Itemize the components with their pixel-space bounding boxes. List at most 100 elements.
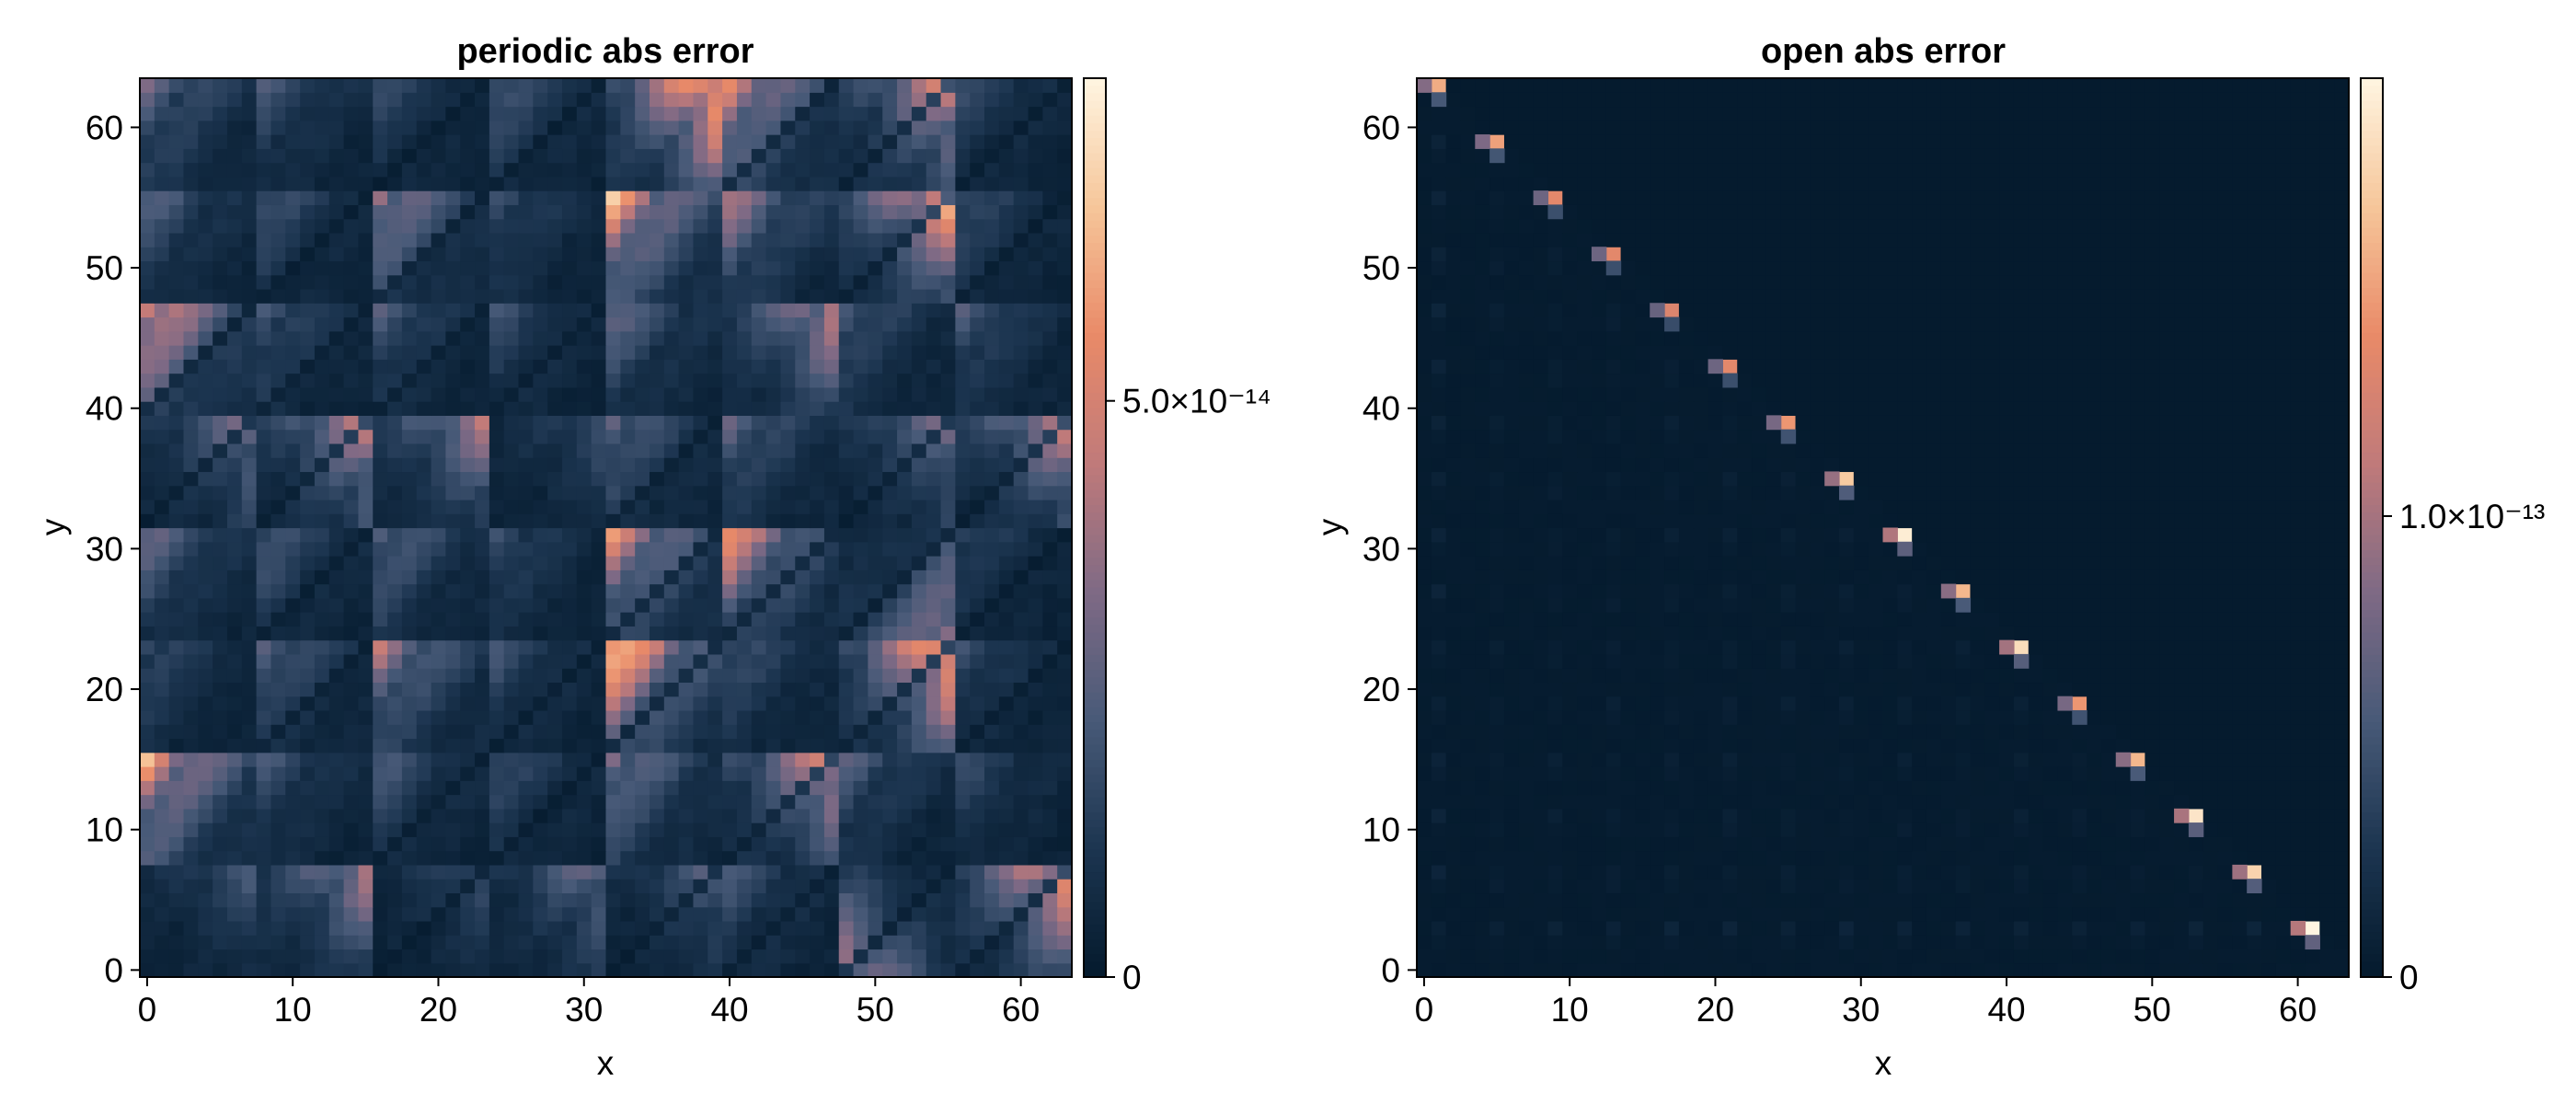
heatmap-cell (882, 541, 898, 557)
heatmap-cell (168, 822, 185, 837)
heatmap-cell (168, 864, 185, 880)
heatmap-cell (241, 359, 258, 374)
heatmap-cell (328, 639, 345, 655)
heatmap-cell (911, 106, 927, 121)
heatmap-cell (591, 499, 607, 514)
heatmap-cell (168, 752, 185, 767)
heatmap-cell (853, 583, 869, 599)
heatmap-cell (154, 247, 170, 262)
heatmap-cell (300, 443, 316, 458)
heatmap-cell (2232, 906, 2248, 922)
heatmap-cell (795, 401, 811, 416)
heatmap-cell (605, 597, 621, 613)
heatmap-cell (445, 766, 461, 781)
heatmap-cell (256, 457, 272, 473)
heatmap-cell (445, 260, 461, 276)
heatmap-cell (1868, 864, 1884, 880)
heatmap-cell (940, 513, 956, 529)
heatmap-cell (780, 443, 796, 458)
heatmap-cell (1853, 962, 1869, 978)
heatmap-cell (445, 583, 461, 599)
heatmap-cell (955, 92, 971, 108)
heatmap-cell (547, 471, 563, 487)
heatmap-cell (810, 527, 825, 543)
heatmap-cell (663, 639, 680, 655)
heatmap-cell (970, 949, 985, 964)
heatmap-cell (649, 471, 665, 487)
heatmap-cell (823, 303, 840, 318)
heatmap-cell (285, 864, 301, 880)
heatmap-cell (343, 668, 360, 684)
heatmap-cell (270, 218, 286, 234)
heatmap-cell (2232, 892, 2248, 908)
heatmap-cell (998, 499, 1015, 514)
heatmap-cell (810, 724, 825, 740)
heatmap-cell (838, 274, 855, 290)
heatmap-cell (780, 106, 796, 121)
heatmap-cell (387, 724, 403, 740)
heatmap-cell (1028, 780, 1043, 796)
heatmap-cell (503, 836, 520, 852)
heatmap-cell (1708, 949, 1723, 964)
heatmap-cell (2261, 935, 2277, 950)
heatmap-cell (591, 639, 607, 655)
heatmap-cell (445, 120, 461, 135)
heatmap-cell (635, 92, 650, 108)
heatmap-cell (562, 485, 578, 500)
heatmap-cell (911, 892, 927, 908)
heatmap-cell (401, 906, 418, 922)
heatmap-cell (168, 612, 185, 627)
heatmap-cell (1868, 920, 1884, 936)
heatmap-cell (649, 176, 665, 191)
heatmap-cell (765, 612, 782, 627)
heatmap-cell (678, 696, 695, 711)
heatmap-cell (2100, 879, 2117, 894)
heatmap-cell (1970, 879, 1985, 894)
heatmap-cell (343, 429, 360, 444)
colorbar-band (1084, 565, 1106, 573)
heatmap-cell (416, 247, 432, 262)
heatmap-cell (2174, 906, 2190, 922)
heatmap-cell (810, 106, 825, 121)
heatmap-cell (533, 401, 548, 416)
heatmap-cell (868, 864, 883, 880)
heatmap-cell (970, 597, 985, 613)
heatmap-cell (314, 247, 330, 262)
heatmap-cell (1650, 850, 1665, 866)
heatmap-cell (518, 443, 534, 458)
heatmap-cell (343, 373, 360, 388)
heatmap-cell (635, 373, 650, 388)
heatmap-cell (256, 316, 272, 332)
heatmap-cell (736, 653, 753, 669)
heatmap-cell (970, 471, 985, 487)
heatmap-cell (168, 696, 185, 711)
heatmap-cell (328, 724, 345, 740)
heatmap-cell (2290, 836, 2306, 852)
heatmap-cell (387, 780, 403, 796)
heatmap-cell (722, 653, 738, 669)
heatmap-cell (1489, 920, 1505, 936)
heatmap-cell (241, 274, 258, 290)
heatmap-cell (183, 148, 199, 164)
heatmap-cell (1460, 892, 1476, 908)
heatmap-cell (489, 401, 505, 416)
heatmap-cell (1897, 822, 1913, 837)
heatmap-cell (955, 724, 971, 740)
heatmap-cell (387, 162, 403, 178)
heatmap-cell (678, 541, 695, 557)
heatmap-cell (154, 556, 170, 570)
heatmap-cell (576, 724, 592, 740)
heatmap-cell (736, 920, 753, 936)
heatmap-cell (1028, 541, 1043, 557)
heatmap-cell (373, 696, 388, 711)
heatmap-cell (387, 386, 403, 402)
heatmap-cell (154, 527, 170, 543)
heatmap-cell (838, 288, 855, 304)
heatmap-cell (635, 401, 650, 416)
heatmap-cell (2159, 920, 2175, 936)
heatmap-cell (998, 443, 1015, 458)
heatmap-cell (795, 429, 811, 444)
heatmap-cell (823, 597, 840, 613)
heatmap-cell (605, 766, 621, 781)
heatmap-cell (605, 653, 621, 669)
